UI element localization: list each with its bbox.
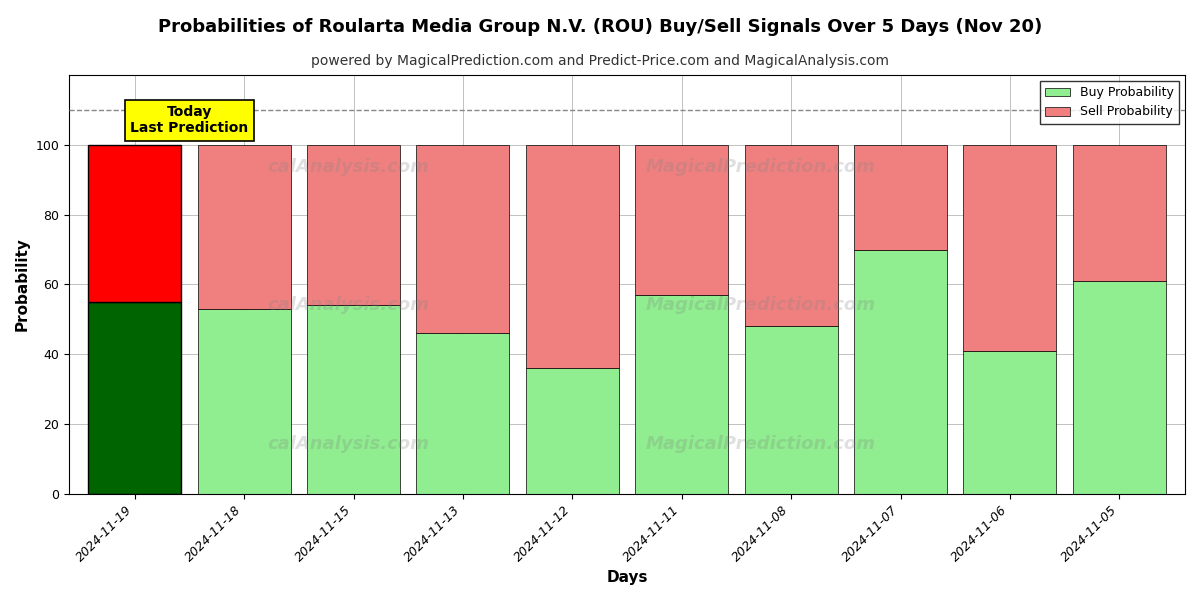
Bar	[745, 145, 838, 326]
Bar	[854, 250, 947, 494]
Bar	[307, 145, 400, 305]
Text: MagicalPrediction.com: MagicalPrediction.com	[646, 434, 876, 452]
Bar	[745, 326, 838, 494]
Bar	[854, 145, 947, 250]
Text: calAnalysis.com: calAnalysis.com	[268, 434, 430, 452]
X-axis label: Days: Days	[606, 570, 648, 585]
Bar	[635, 295, 728, 494]
Text: MagicalPrediction.com: MagicalPrediction.com	[646, 296, 876, 314]
Bar	[526, 145, 619, 368]
Bar	[89, 145, 181, 302]
Bar	[635, 145, 728, 295]
Bar	[89, 302, 181, 494]
Bar	[198, 145, 290, 309]
Bar	[964, 351, 1056, 494]
Bar	[416, 334, 510, 494]
Legend: Buy Probability, Sell Probability: Buy Probability, Sell Probability	[1040, 81, 1178, 124]
Text: powered by MagicalPrediction.com and Predict-Price.com and MagicalAnalysis.com: powered by MagicalPrediction.com and Pre…	[311, 54, 889, 68]
Bar	[307, 305, 400, 494]
Y-axis label: Probability: Probability	[16, 238, 30, 331]
Text: Today
Last Prediction: Today Last Prediction	[131, 105, 248, 136]
Text: calAnalysis.com: calAnalysis.com	[268, 296, 430, 314]
Text: calAnalysis.com: calAnalysis.com	[268, 158, 430, 176]
Bar	[416, 145, 510, 334]
Bar	[198, 309, 290, 494]
Bar	[1073, 145, 1166, 281]
Text: MagicalPrediction.com: MagicalPrediction.com	[646, 158, 876, 176]
Bar	[964, 145, 1056, 351]
Bar	[1073, 281, 1166, 494]
Bar	[526, 368, 619, 494]
Text: Probabilities of Roularta Media Group N.V. (ROU) Buy/Sell Signals Over 5 Days (N: Probabilities of Roularta Media Group N.…	[158, 18, 1042, 36]
